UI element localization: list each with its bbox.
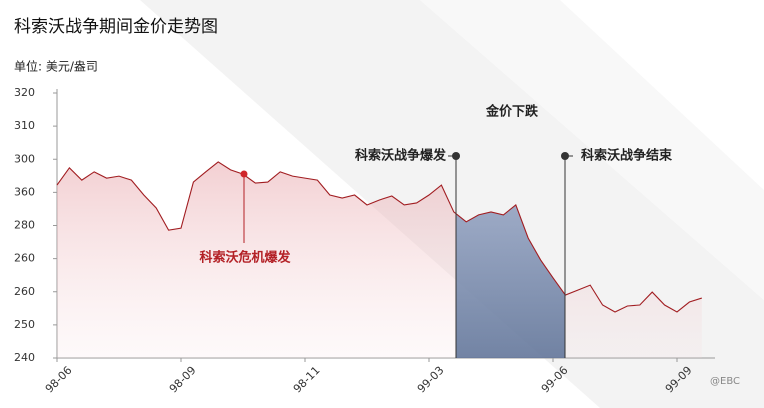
y-tick-label: 240 [14, 351, 35, 364]
background-shape [140, 0, 764, 408]
x-tick-label: 98-09 [167, 364, 199, 396]
y-tick-label: 250 [14, 318, 35, 331]
x-tick-label: 98-06 [43, 364, 75, 396]
y-tick-label: 260 [14, 252, 35, 265]
annotation: 金价下跌 [485, 104, 539, 120]
y-tick-label: 300 [14, 152, 35, 165]
y-tick-label: 320 [14, 86, 35, 99]
watermark: @EBC [710, 376, 740, 387]
annotation: 科索沃战争爆发 [355, 148, 447, 164]
annotation: 科索沃危机爆发 [199, 250, 291, 266]
unit-label: 单位: 美元/盎司 [14, 59, 98, 74]
y-tick-label: 360 [14, 185, 35, 198]
x-tick-label: 99-03 [415, 364, 447, 396]
y-tick-label: 280 [14, 219, 35, 232]
y-tick-label: 310 [14, 119, 35, 132]
background-shape [420, 0, 764, 300]
y-tick-label: 260 [14, 285, 35, 298]
x-tick-label: 99-06 [539, 364, 571, 396]
annotation: 科索沃战争结束 [581, 148, 673, 164]
price-line [56, 161, 702, 313]
event-dot [240, 170, 248, 178]
x-tick-label: 98-11 [291, 364, 323, 396]
decline-region [456, 204, 565, 358]
chart-title: 科索沃战争期间金价走势图 [14, 17, 218, 37]
